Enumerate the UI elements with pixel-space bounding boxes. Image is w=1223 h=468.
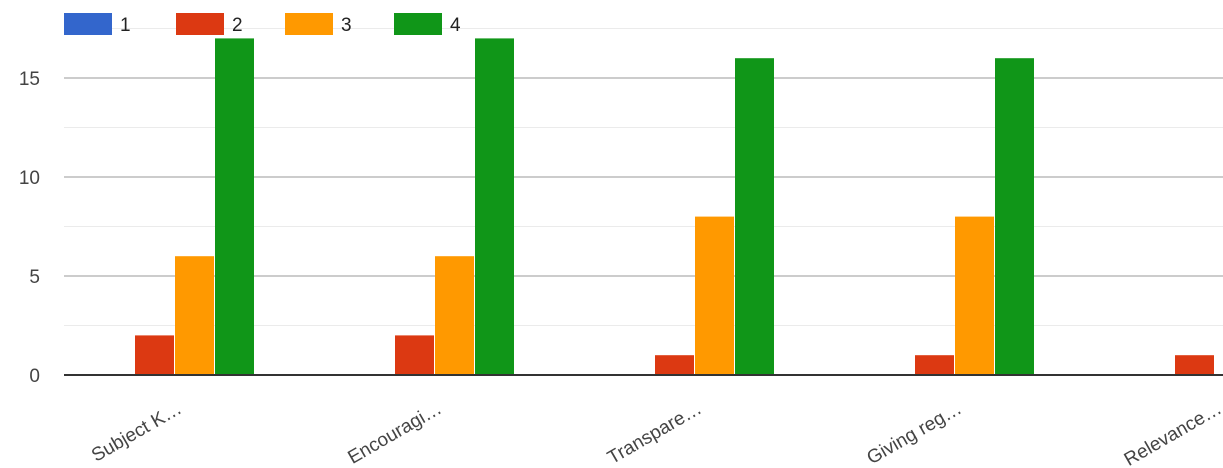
legend-swatch — [285, 13, 333, 35]
x-tick-label: Relevance… — [1121, 398, 1223, 468]
y-tick-label: 10 — [19, 168, 40, 189]
legend: 1 2 3 4 — [64, 13, 461, 36]
bar-5-series-2 — [1175, 355, 1214, 375]
legend-item: 4 — [394, 13, 461, 36]
legend-swatch — [176, 13, 224, 35]
legend-swatch — [64, 13, 112, 35]
legend-label: 4 — [450, 15, 461, 36]
x-tick-label: Encouragi… — [344, 398, 445, 468]
bar-3-series-4 — [735, 58, 774, 375]
legend-label: 3 — [341, 15, 352, 36]
y-axis-ticks: 0 5 10 15 — [19, 69, 40, 387]
legend-label: 1 — [120, 15, 131, 36]
bar-2-series-4 — [475, 38, 514, 376]
bar-3-series-3 — [695, 216, 734, 375]
bar-1-series-3 — [175, 256, 214, 375]
legend-item: 3 — [285, 13, 352, 36]
legend-label: 2 — [232, 15, 243, 36]
legend-item: 1 — [64, 13, 131, 36]
bar-1-series-2 — [135, 335, 174, 375]
x-tick-label: Subject K… — [88, 398, 185, 466]
bar-groups — [135, 38, 1214, 376]
bar-4-series-4 — [995, 58, 1034, 375]
bar-4-series-3 — [955, 216, 994, 375]
bar-4-series-2 — [915, 355, 954, 375]
bar-1-series-4 — [215, 38, 254, 376]
bar-2-series-3 — [435, 256, 474, 375]
x-tick-label: Transpare… — [604, 398, 705, 468]
x-tick-label: Giving reg… — [864, 398, 966, 468]
y-tick-label: 0 — [29, 366, 40, 387]
legend-swatch — [394, 13, 442, 35]
bar-3-series-2 — [655, 355, 694, 375]
y-tick-label: 15 — [19, 69, 40, 90]
bar-2-series-2 — [395, 335, 434, 375]
legend-item: 2 — [176, 13, 243, 36]
x-axis-ticks: Subject K… Encouragi… Transpare… Giving reg… — [88, 398, 1223, 468]
y-tick-label: 5 — [29, 267, 40, 288]
